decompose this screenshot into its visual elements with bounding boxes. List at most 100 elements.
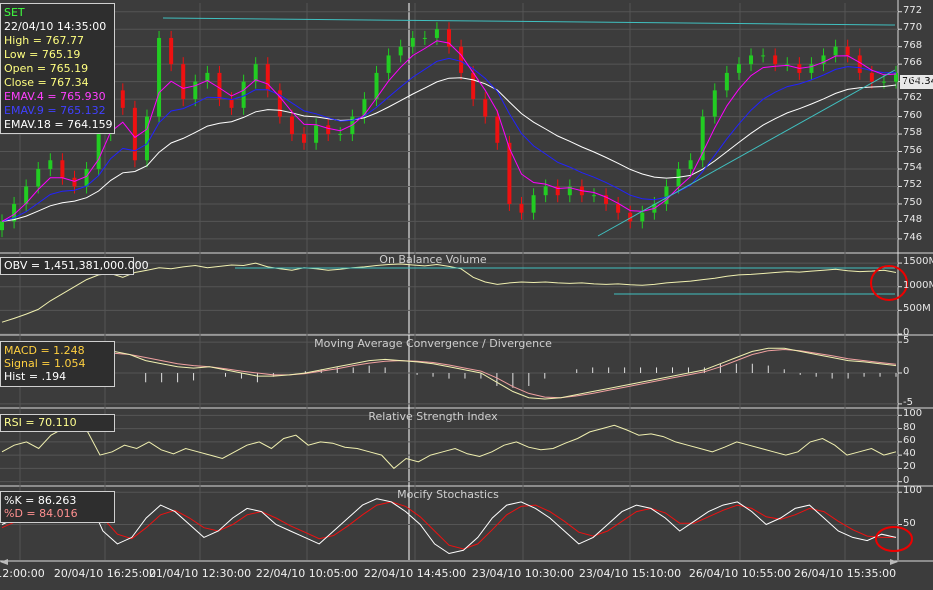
candle-body: [688, 160, 693, 169]
macd-info-box: MACD = 1.248 Signal = 1.054 Hist = .194: [0, 341, 115, 387]
candle-body: [616, 203, 621, 213]
price-axis-label: 766: [903, 57, 923, 69]
rsi-line: [1, 424, 897, 470]
close-label: Close = 767.34: [4, 76, 89, 89]
candle-body: [640, 212, 645, 222]
candle-body: [48, 160, 53, 169]
macd-axis-label: 0: [903, 366, 910, 377]
candle-body: [749, 55, 754, 65]
candle-body: [700, 116, 705, 161]
candle-body: [724, 72, 729, 91]
obv-panel-title: On Balance Volume: [379, 253, 487, 266]
price-axis-label: 760: [903, 109, 923, 121]
candle-body: [265, 64, 270, 91]
candle-body: [398, 46, 403, 56]
rsi-axis-label: 80: [903, 421, 916, 433]
candle-body: [447, 29, 451, 47]
x-axis-label: 26/04/10 10:55:00: [688, 567, 792, 580]
candle-body: [567, 186, 572, 196]
obv-info-box: OBV = 1,451,381,000.000: [0, 257, 149, 275]
price-axis-label: 756: [903, 144, 923, 156]
x-axis-label: 23/04/10 10:30:00: [471, 567, 575, 580]
x-axis-label: 21/04/10 12:30:00: [148, 567, 252, 580]
candle-body: [60, 160, 65, 178]
candle-body: [410, 37, 415, 47]
candle-body: [120, 90, 125, 108]
price-axis-label: 758: [903, 127, 923, 139]
candle-body: [362, 99, 367, 117]
candle-body: [96, 134, 101, 169]
rsi-axis-label: 0: [903, 474, 910, 486]
candle-body: [821, 55, 826, 65]
x-axis-label: 22/04/10 10:05:00: [255, 567, 359, 580]
rsi-axis-label: 20: [903, 461, 916, 473]
scroll-left-icon: [0, 559, 8, 565]
macd-value-label: MACD = 1.248: [4, 344, 85, 357]
price-axis-label: 764: [903, 74, 923, 86]
candle-body: [193, 81, 198, 100]
candle-body: [881, 81, 886, 83]
macd-line: [1, 347, 897, 400]
candle-body: [591, 195, 596, 197]
scroll-right-icon: [890, 559, 898, 565]
macd-panel-title: Moving Average Convergence / Divergence: [314, 337, 552, 350]
candle-body: [36, 169, 41, 187]
candle-body: [869, 72, 874, 82]
rsi-info-box: RSI = 70.110: [0, 414, 115, 432]
price-axis-label: 752: [903, 179, 923, 191]
macd-signal-line: [1, 348, 897, 399]
open-label: Open = 765.19: [4, 62, 89, 75]
obv-line: [1, 262, 897, 323]
price-axis-label: 746: [903, 231, 923, 243]
candle-body: [181, 64, 186, 100]
candle-body: [72, 177, 77, 187]
stoch-d-label: %D = 84.016: [4, 507, 78, 520]
obv-highlight-circle: [870, 265, 908, 301]
candle-body: [169, 37, 174, 65]
stoch-d-line: [1, 501, 896, 550]
candle-body: [459, 46, 464, 73]
obv-value-label: OBV = 1,451,381,000.000: [4, 259, 149, 272]
candle-body: [132, 107, 137, 161]
candle-body: [809, 64, 814, 73]
candle-body: [302, 134, 307, 143]
candle-body: [0, 221, 4, 231]
macd-axis-label: -5: [903, 396, 913, 408]
hist-value-label: Hist = .194: [4, 370, 67, 383]
x-axis-label: 26/04/10 15:35:00: [793, 567, 897, 580]
candle-body: [495, 116, 500, 143]
candle-body: [543, 186, 548, 196]
rsi-value-label: RSI = 70.110: [4, 416, 77, 429]
price-axis-label: 770: [903, 22, 923, 34]
x-axis-label: 12:00:00: [0, 567, 45, 580]
stoch-k-line: [1, 498, 897, 555]
rsi-axis-label: 100: [903, 408, 923, 420]
price-axis-label: 750: [903, 196, 923, 208]
candle-body: [519, 203, 524, 213]
rsi-axis-label: 40: [903, 448, 916, 460]
stoch-highlight-circle: [875, 526, 913, 552]
stoch-panel-title: Mocify Stochastics: [397, 488, 499, 501]
candle-body: [483, 99, 488, 117]
candle-body: [845, 46, 850, 56]
candle-body: [773, 55, 778, 65]
high-label: High = 767.77: [4, 34, 84, 47]
price-axis-label: 762: [903, 92, 923, 104]
candle-body: [555, 186, 560, 196]
signal-value-label: Signal = 1.054: [4, 357, 86, 370]
candle-body: [857, 55, 862, 73]
candle-body: [144, 116, 149, 161]
obv-axis-label: 0: [903, 327, 910, 338]
price-axis-label: 754: [903, 162, 923, 173]
ema4-label: EMAV.4 = 765.930: [4, 90, 106, 103]
candle-body: [894, 72, 898, 82]
stoch-info-box: %K = 86.263 %D = 84.016: [0, 491, 115, 523]
candle-body: [253, 64, 258, 82]
candle-body: [471, 72, 476, 100]
price-axis-label: 772: [903, 4, 923, 16]
candle-body: [12, 203, 17, 222]
ema18-label: EMAV.18 = 764.159: [4, 118, 113, 131]
candle-body: [422, 37, 427, 39]
stoch-axis-label: 50: [903, 517, 916, 529]
